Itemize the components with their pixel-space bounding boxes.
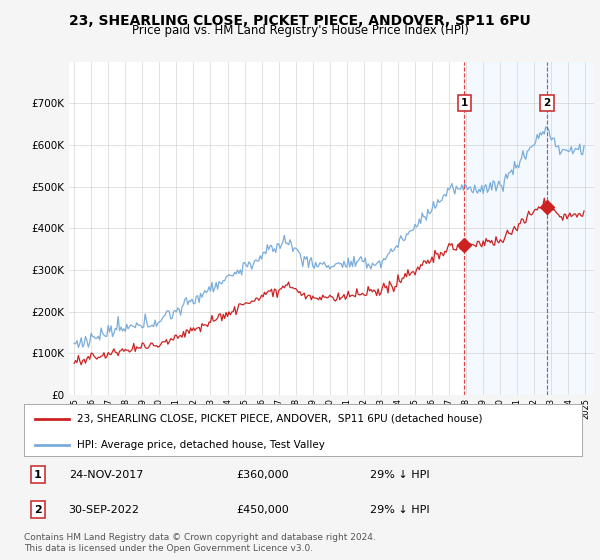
Text: Price paid vs. HM Land Registry's House Price Index (HPI): Price paid vs. HM Land Registry's House …: [131, 24, 469, 37]
Text: £360,000: £360,000: [236, 470, 289, 479]
Text: 24-NOV-2017: 24-NOV-2017: [68, 470, 143, 479]
Bar: [547, 62, 594, 395]
Bar: [464, 62, 547, 395]
Text: 1: 1: [34, 470, 42, 479]
Text: 2: 2: [34, 505, 42, 515]
Text: 23, SHEARLING CLOSE, PICKET PIECE, ANDOVER,  SP11 6PU (detached house): 23, SHEARLING CLOSE, PICKET PIECE, ANDOV…: [77, 414, 482, 424]
Text: HPI: Average price, detached house, Test Valley: HPI: Average price, detached house, Test…: [77, 440, 325, 450]
Text: 2: 2: [544, 98, 551, 108]
Text: 30-SEP-2022: 30-SEP-2022: [68, 505, 140, 515]
Text: 23, SHEARLING CLOSE, PICKET PIECE, ANDOVER, SP11 6PU: 23, SHEARLING CLOSE, PICKET PIECE, ANDOV…: [69, 14, 531, 28]
Text: £450,000: £450,000: [236, 505, 289, 515]
Text: Contains HM Land Registry data © Crown copyright and database right 2024.
This d: Contains HM Land Registry data © Crown c…: [24, 533, 376, 553]
Text: 29% ↓ HPI: 29% ↓ HPI: [370, 470, 430, 479]
Text: 1: 1: [461, 98, 468, 108]
Text: 29% ↓ HPI: 29% ↓ HPI: [370, 505, 430, 515]
